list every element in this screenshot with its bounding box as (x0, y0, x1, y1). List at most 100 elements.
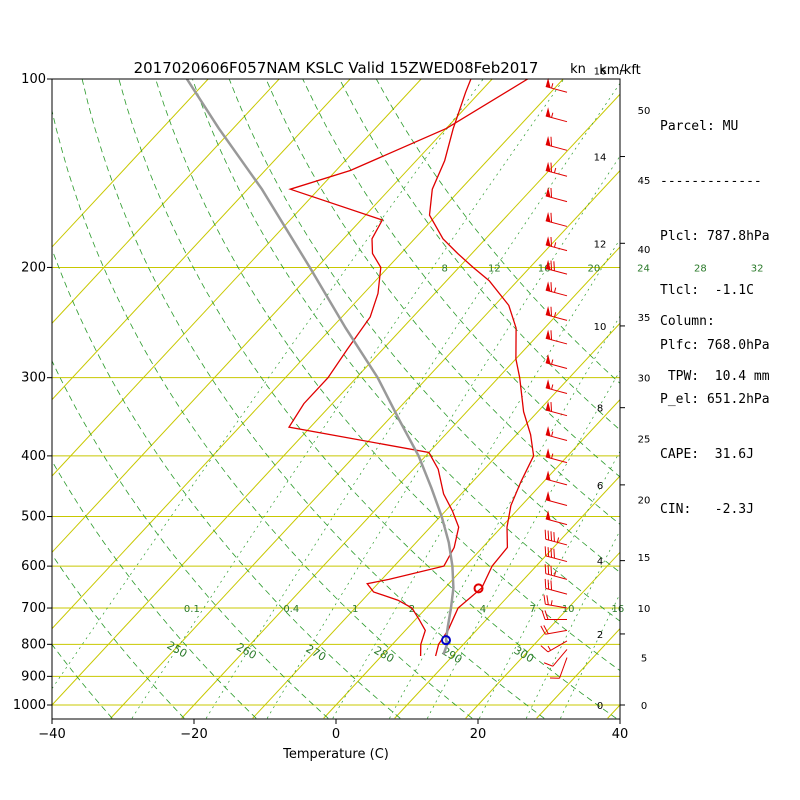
wind-barb (545, 401, 568, 417)
pressure-tick-label: 700 (21, 601, 46, 616)
wind-barb-full (544, 564, 547, 574)
temperature-profile (428, 79, 535, 657)
dry-adiabat-line (0, 79, 40, 718)
wind-barb-flag (545, 107, 551, 118)
isotherm-line (252, 322, 620, 719)
wind-barb (544, 529, 568, 546)
mixing-ratio-label: 10 (562, 604, 575, 615)
wind-barb (545, 491, 568, 506)
wind-barb (545, 379, 568, 395)
dry-adiabat-line (52, 248, 401, 719)
isotherm-line (394, 475, 620, 719)
wind-barb-full (550, 565, 553, 576)
wind-barb (545, 212, 568, 227)
wind-barb (545, 329, 568, 345)
km-tick-label: 16 (594, 67, 607, 78)
wind-barb-staff (545, 603, 568, 609)
panel-line-plfc: Plfc: 768.0hPa (660, 337, 770, 353)
wind-barb-flag (545, 77, 551, 88)
wind-barb-full (550, 282, 553, 292)
wind-barb (545, 135, 568, 151)
panel-line-cape: CAPE: 31.6J (660, 446, 754, 462)
sounding-profiles (185, 79, 535, 657)
km-tick-label: 6 (597, 481, 603, 492)
wind-barb-full (550, 547, 553, 558)
km-tick-label: 0 (597, 701, 603, 712)
wind-barb (543, 594, 568, 609)
altitude-unit-label: km/kft (599, 63, 641, 78)
wind-barb (541, 610, 567, 620)
x-axis-label: Temperature (C) (282, 747, 389, 762)
pressure-tick-label: 300 (21, 371, 46, 386)
km-tick-label: 10 (594, 322, 607, 333)
wind-barb-flag (545, 236, 551, 247)
dry-adiabat-line (155, 79, 620, 672)
wind-barb-staff (545, 573, 568, 580)
isotherm-line (323, 398, 620, 719)
wind-barb-full (543, 594, 546, 605)
mixing-ratio-label: 0.1 (184, 604, 200, 615)
wind-barb-staff (552, 649, 568, 667)
kft-tick-label: 50 (638, 106, 651, 117)
isotherm-line (181, 246, 620, 719)
wind-barb-staff (559, 657, 568, 679)
dry-adiabat-label: 250 (165, 639, 190, 661)
pressure-tick-label: 500 (21, 510, 46, 525)
x-tick-label: −20 (180, 727, 207, 742)
x-tick-label: 20 (470, 727, 487, 742)
wind-barb (540, 625, 568, 635)
wind-unit-label: kn (570, 62, 586, 77)
dry-adiabat-line (52, 460, 257, 719)
wind-barb-flag (545, 212, 551, 223)
dry-adiabat-label: 260 (234, 640, 259, 662)
mixing-ratio-line (205, 82, 620, 719)
wind-barb-flag (545, 281, 551, 292)
kft-tick-label: 30 (638, 374, 651, 385)
wind-barb-staff (547, 640, 568, 653)
wind-barb-full (540, 625, 546, 635)
wind-barb-full (547, 579, 550, 590)
wind-barb-staff (545, 538, 568, 546)
pressure-tick-label: 600 (21, 559, 46, 574)
mixing-ratio-label: 16 (538, 263, 551, 274)
wind-barb-flag (545, 491, 551, 502)
pressure-tick-label: 400 (21, 449, 46, 464)
dry-adiabat-line (52, 553, 185, 719)
panel-line-pel: P_el: 651.2hPa (660, 392, 770, 408)
plot-area (0, 79, 620, 719)
km-tick-label: 12 (594, 239, 607, 250)
mixing-ratio-line (389, 315, 620, 719)
kft-tick-label: 35 (638, 313, 651, 324)
wind-barb-flag (545, 379, 551, 390)
wind-barb (545, 259, 568, 275)
wind-barb-full (547, 547, 550, 557)
wind-barb-flag (545, 354, 551, 365)
kft-tick-label: 5 (641, 654, 647, 665)
panel-line-parcel: Parcel: MU (660, 119, 739, 135)
wind-barb (545, 187, 568, 203)
wind-barb (543, 649, 568, 667)
pressure-tick-label: 100 (21, 72, 46, 87)
wind-barb-full (550, 236, 553, 247)
wind-barb-flag (545, 401, 551, 412)
x-tick-label: −40 (38, 727, 65, 742)
wind-barb (549, 657, 568, 679)
wind-barb-flag (545, 306, 551, 316)
kft-tick-label: 45 (638, 176, 651, 187)
wind-barb-full (550, 402, 553, 412)
dry-adiabat-line (81, 79, 545, 719)
wind-barb-full (550, 580, 553, 590)
wind-barb-full (553, 261, 555, 271)
mixing-ratio-label: 28 (694, 263, 707, 274)
dry-adiabat-label: 270 (304, 642, 329, 664)
kft-tick-label: 15 (638, 553, 651, 564)
isotherm-line (52, 79, 209, 248)
x-tick-label: 0 (332, 727, 340, 742)
wind-barb-half (553, 167, 557, 174)
parcel-path (185, 79, 455, 655)
axes: −40 −20 0 20 4010020030040050060070080090010… (13, 67, 650, 742)
wind-barb-half (551, 384, 554, 390)
wind-barb-half (551, 453, 554, 459)
km-tick-label: 2 (597, 630, 603, 641)
parcel-info-panel: Parcel: MU ------------- Plcl: 787.8hPa … (660, 82, 770, 537)
